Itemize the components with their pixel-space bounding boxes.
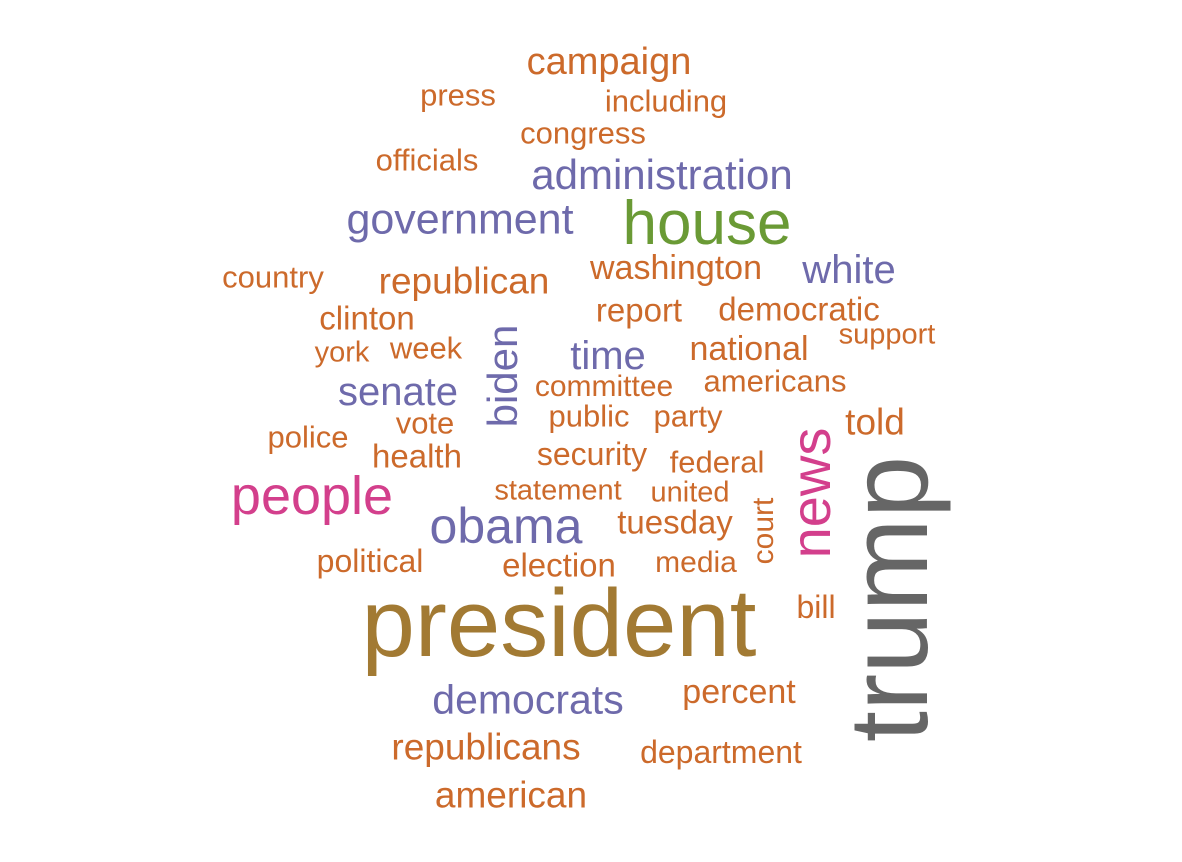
word: party (653, 398, 723, 434)
word: court (747, 497, 780, 565)
word: health (372, 437, 462, 475)
word: democrats (432, 676, 624, 723)
word: american (434, 774, 588, 816)
word: public (548, 398, 630, 434)
word: time (570, 334, 646, 378)
word: bill (796, 589, 836, 625)
word: biden (479, 324, 526, 428)
word: democratic (718, 290, 880, 328)
word: report (595, 291, 683, 329)
word: president (361, 570, 757, 677)
word: national (689, 330, 809, 368)
word: government (346, 195, 574, 244)
word: tuesday (617, 503, 733, 541)
word: police (267, 419, 349, 455)
word: week (389, 330, 463, 366)
word: press (420, 77, 496, 113)
word: officials (375, 142, 479, 178)
word: senate (337, 370, 459, 414)
word: campaign (526, 41, 692, 83)
word: people (230, 466, 394, 526)
word: york (314, 336, 370, 369)
word: including (604, 83, 728, 119)
word: federal (669, 444, 765, 480)
word: political (316, 543, 424, 579)
word: republican (378, 260, 550, 302)
word: news (779, 427, 842, 559)
word: united (650, 476, 730, 509)
word: election (502, 546, 616, 584)
word: house (622, 189, 792, 258)
word: congress (520, 115, 646, 151)
word: republicans (391, 726, 581, 768)
word: percent (682, 673, 796, 711)
word: clinton (319, 299, 415, 337)
word: americans (703, 363, 847, 399)
word: vote (395, 405, 455, 441)
word: white (802, 248, 896, 292)
word: department (640, 734, 802, 770)
word: trump (826, 455, 951, 743)
word: country (222, 259, 324, 295)
word: administration (531, 151, 793, 198)
word: media (655, 546, 737, 579)
word: washington (589, 249, 763, 287)
word: obama (429, 498, 583, 554)
word: committee (534, 370, 674, 403)
word: security (536, 436, 648, 472)
word: told (845, 401, 905, 443)
word: support (838, 318, 936, 351)
word: statement (494, 474, 622, 507)
